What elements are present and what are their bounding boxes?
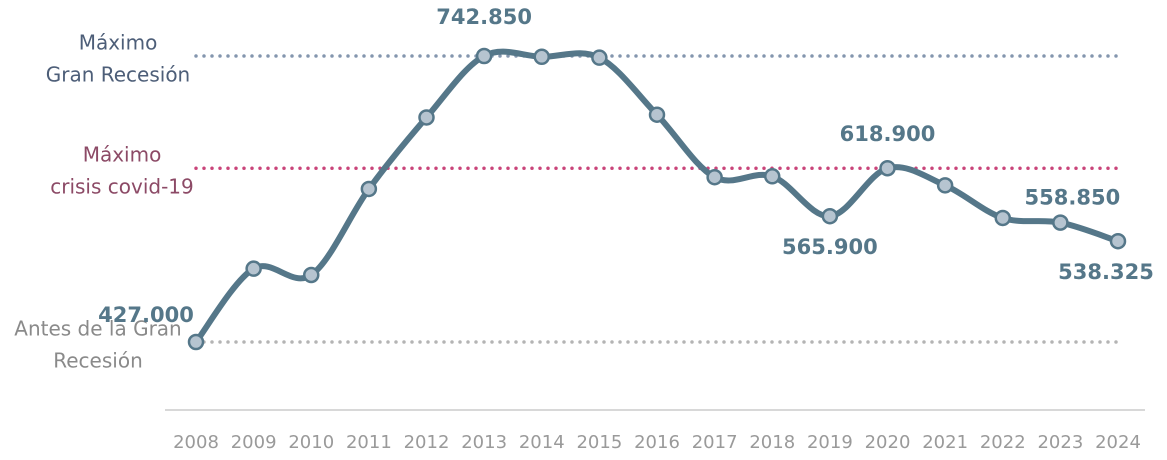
- x-tick-label: 2017: [692, 432, 738, 453]
- x-tick-label: 2014: [519, 432, 565, 453]
- reference-label: Máximo: [79, 31, 158, 55]
- marker: [1109, 232, 1127, 250]
- x-tick-label: 2009: [231, 432, 277, 453]
- marker: [936, 177, 954, 194]
- x-tick-label: 2024: [1095, 432, 1141, 453]
- marker: [303, 266, 320, 284]
- value-label: 427.000: [98, 303, 194, 327]
- value-label: 565.900: [782, 235, 878, 259]
- marker: [591, 49, 608, 66]
- x-tick-label: 2012: [404, 432, 450, 453]
- marker: [764, 168, 781, 185]
- marker: [418, 109, 435, 126]
- value-label: 538.325: [1058, 260, 1154, 284]
- value-label: 558.850: [1025, 186, 1121, 210]
- x-tick-label: 2013: [461, 432, 507, 453]
- x-tick-label: 2010: [288, 432, 334, 453]
- reference-label: Máximo: [83, 143, 162, 167]
- x-tick-label: 2023: [1037, 432, 1083, 453]
- x-tick-label: 2022: [980, 432, 1026, 453]
- marker: [1052, 214, 1069, 231]
- marker: [879, 159, 896, 177]
- value-label: 618.900: [840, 122, 936, 146]
- marker: [360, 180, 378, 198]
- reference-label: Recesión: [53, 349, 143, 373]
- marker: [475, 47, 493, 65]
- line: [193, 48, 1121, 345]
- x-tick-label: 2018: [749, 432, 795, 453]
- marker: [533, 48, 550, 66]
- x-tick-label: 2019: [807, 432, 853, 453]
- x-tick-label: 2021: [922, 432, 968, 453]
- reference-label: Gran Recesión: [46, 63, 191, 87]
- x-tick-label: 2011: [346, 432, 392, 453]
- x-tick-label: 2016: [634, 432, 680, 453]
- marker: [245, 260, 262, 277]
- reference-label: crisis covid-19: [50, 175, 194, 199]
- x-tick-label: 2008: [173, 432, 219, 453]
- reference-label: Antes de la Gran: [14, 317, 181, 341]
- marker: [187, 333, 205, 351]
- value-label: 742.850: [436, 5, 532, 29]
- marker: [648, 106, 666, 123]
- marker: [994, 209, 1011, 227]
- x-tick-label: 2015: [576, 432, 622, 453]
- marker: [706, 168, 723, 186]
- x-tick-label: 2020: [865, 432, 911, 453]
- marker: [821, 207, 839, 225]
